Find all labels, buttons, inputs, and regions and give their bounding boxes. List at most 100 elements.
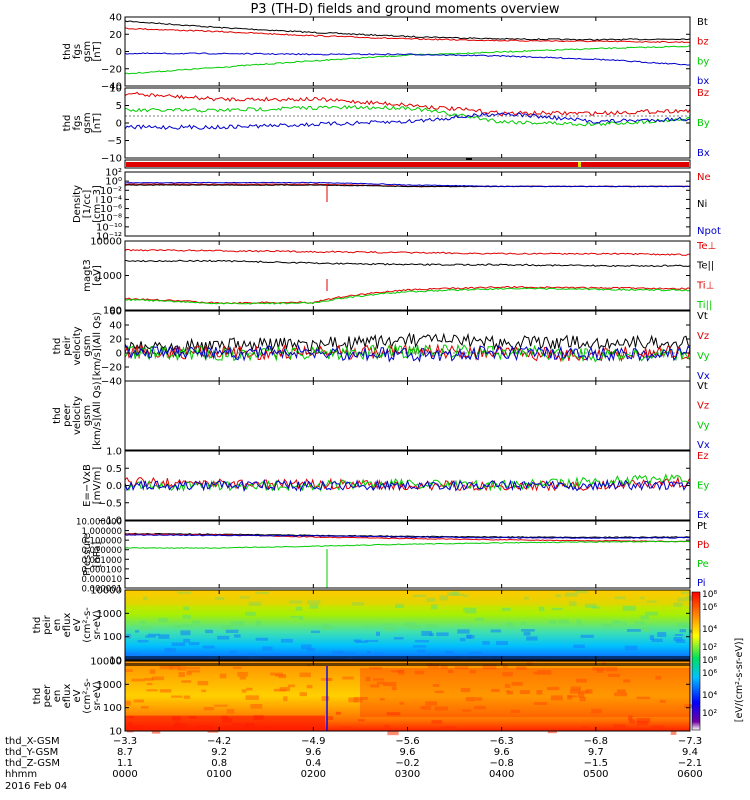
- series-Ex: [125, 478, 690, 493]
- legend-entry: Vt: [697, 311, 708, 322]
- y-tick-label: −20: [101, 363, 122, 374]
- legend-entry: bx: [697, 76, 709, 87]
- y-tick-label: −0.5: [98, 498, 122, 509]
- panel-density: 10²10⁰10⁻²10⁻⁴10⁻⁶10⁻⁸10⁻¹⁰10⁻¹²Density[…: [72, 168, 721, 243]
- series-Bt: [125, 20, 690, 41]
- legend-entry: Vy: [697, 351, 710, 362]
- y-axis-label: magt3: [82, 259, 93, 292]
- series-Te: [125, 259, 690, 268]
- y-tick-label: 0.0: [106, 481, 122, 492]
- y-tick-label: 5: [116, 101, 122, 112]
- y-axis-label: peer: [42, 684, 53, 708]
- y-axis-label: thd: [62, 115, 73, 132]
- y-tick-label: 100: [103, 632, 122, 643]
- y-tick-label: 10⁻¹²: [96, 232, 122, 243]
- y-axis-label: sr-eV): [92, 610, 103, 639]
- y-axis-label: eV: [72, 689, 83, 702]
- y-tick-label: 60: [109, 307, 122, 318]
- x-tick-label: 9.6: [305, 747, 321, 758]
- x-tick-label: −0.2: [395, 758, 419, 769]
- panel-frame: [124, 171, 691, 237]
- colorbar: 10⁸ 10⁸ 10⁶ 10⁶ 10⁴ 10⁴ 10² 10² [eV/(cm²-s-sr-eV…: [691, 590, 745, 731]
- y-tick-label: 20: [109, 30, 122, 41]
- y-tick-label: 0.100000: [81, 537, 122, 547]
- legend-entry: Pe: [697, 559, 709, 570]
- x-tick-label: 1.1: [117, 758, 133, 769]
- series-By: [125, 104, 690, 127]
- y-axis-label: thd: [32, 688, 43, 705]
- y-axis-label: [nPa]: [92, 541, 103, 567]
- y-tick-label: 10.000000: [76, 518, 122, 528]
- legend-entry: Ne: [697, 172, 711, 183]
- colorbar-tick: 10⁸: [702, 590, 717, 600]
- x-tick-label: 8.7: [117, 747, 133, 758]
- y-axis-label: en: [52, 619, 63, 632]
- y-axis-label: peer: [62, 403, 73, 427]
- x-tick-label: 0600: [677, 769, 702, 780]
- y-tick-label: 10⁰: [105, 177, 122, 188]
- y-axis-label: thd: [32, 617, 43, 634]
- series-bx: [125, 52, 690, 66]
- panel-pressure: 10.0000001.0000000.1000000.0100000.00100…: [76, 518, 709, 595]
- series-Bz: [125, 91, 690, 116]
- series-by: [125, 45, 690, 75]
- y-axis-label: eflux: [62, 684, 73, 709]
- panel-frame: [124, 520, 691, 589]
- x-tick-label: 0400: [489, 769, 514, 780]
- x-tick-label: 9.2: [211, 747, 227, 758]
- date-label: 2016 Feb 04: [5, 781, 67, 792]
- legend-entry: Bz: [697, 88, 709, 99]
- y-tick-label: 0: [116, 119, 122, 130]
- y-axis-label: velocity: [72, 326, 83, 365]
- series-Pi: [125, 534, 690, 539]
- y-tick-label: 10⁻⁸: [100, 213, 122, 224]
- series-Ti: [125, 287, 690, 305]
- y-axis-label: eV: [72, 618, 83, 631]
- legend-entry: Te⊥: [696, 241, 716, 252]
- x-tick-label: 9.6: [400, 747, 416, 758]
- panel-frame: [124, 380, 691, 451]
- y-axis-label: gsm: [82, 405, 93, 426]
- panel-efield: 1.0 0.5 0.0 −0.5 −1.0 E=−VxB [mV/m] Ez Ey Ex: [82, 447, 709, 527]
- y-axis-label: Density: [72, 185, 83, 223]
- panel-frame: [124, 240, 691, 311]
- legend-entry: Vz: [697, 331, 709, 342]
- y-tick-label: −40: [101, 377, 122, 388]
- y-axis-label: [cm−3]: [92, 185, 103, 223]
- y-tick-label: 1000: [97, 609, 122, 620]
- legend-entry: Vt: [697, 381, 708, 392]
- y-axis-label: peir: [42, 614, 53, 634]
- colorbar-tick: 10²: [702, 643, 717, 653]
- y-tick-label: −20: [101, 64, 122, 75]
- x-tick-label: 0.8: [211, 758, 227, 769]
- y-axis-label: eflux: [62, 613, 73, 638]
- series-bz: [125, 27, 690, 44]
- y-tick-label: −1.0: [98, 516, 122, 527]
- legend-entry: Ey: [697, 481, 709, 492]
- y-axis-label: sr-eV): [92, 681, 103, 710]
- legend-entry: Pi: [697, 578, 706, 589]
- y-axis-label: (cm²-s-: [82, 678, 93, 714]
- x-tick-label: −1.5: [584, 758, 608, 769]
- legend-entry: Vz: [697, 401, 709, 412]
- series-Npot: [125, 181, 690, 188]
- legend-entry: Ti||: [696, 300, 712, 311]
- status-bar: [124, 158, 691, 169]
- legend-entry: Ti⊥: [696, 280, 714, 291]
- legend-entry: Bt: [697, 17, 708, 28]
- legend-entry: Bx: [697, 148, 710, 159]
- y-tick-label: 10000: [90, 237, 122, 248]
- y-tick-label: 1.000000: [81, 527, 122, 537]
- legend-entry: Te||: [696, 261, 714, 272]
- y-axis-label: gsm: [82, 335, 93, 356]
- x-tick-label: 9.4: [682, 747, 698, 758]
- colorbar-tick: 10⁴: [702, 691, 717, 701]
- x-row-label: thd_Y-GSM: [5, 747, 58, 758]
- colorbar-tick: 10⁸: [702, 656, 717, 666]
- x-tick-label: −6.3: [490, 736, 514, 747]
- y-tick-label: 0.000010: [81, 575, 122, 585]
- y-axis-label: en: [52, 690, 63, 703]
- y-axis-label: gsm: [82, 41, 93, 62]
- x-tick-label: −4.9: [301, 736, 325, 747]
